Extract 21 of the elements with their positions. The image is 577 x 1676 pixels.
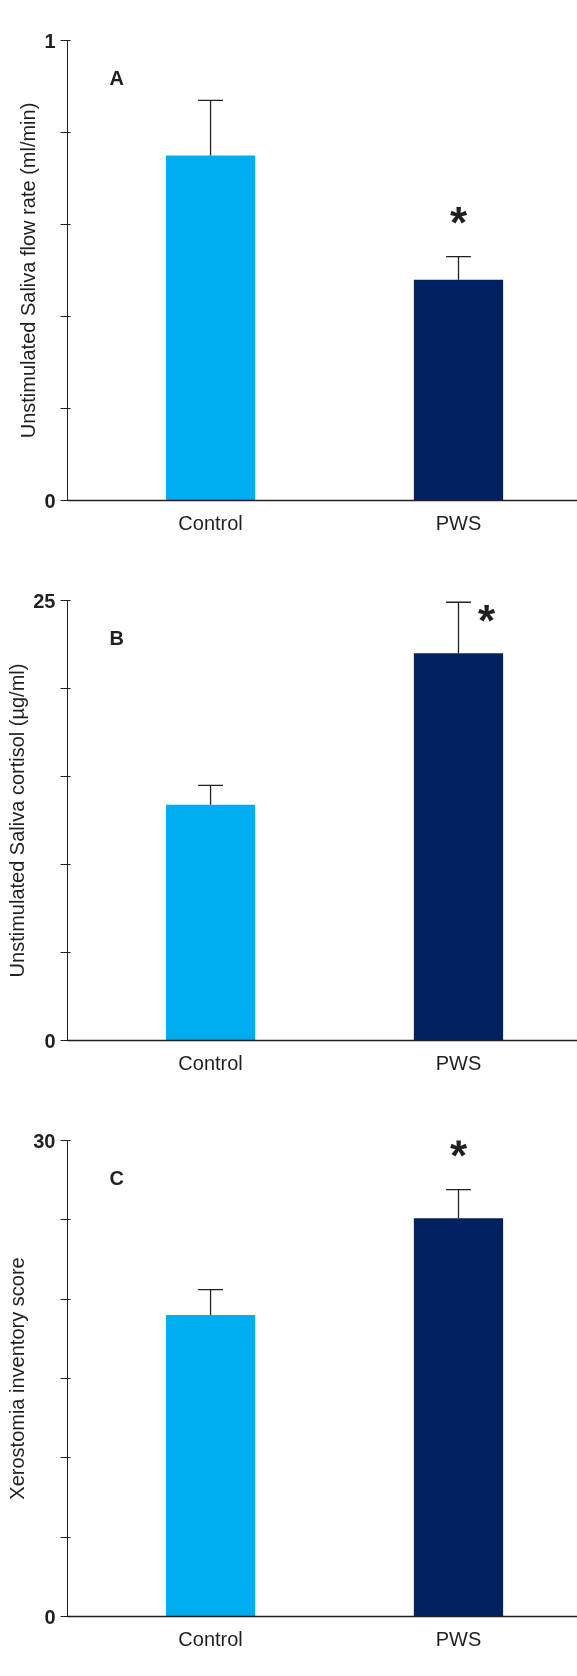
y-tick-label: 0 — [44, 1029, 56, 1052]
annotation: * — [449, 1131, 468, 1181]
x-tick-label: PWS — [435, 511, 482, 534]
y-axis-title: Unstimulated Saliva cortisol (µg/ml) — [6, 663, 29, 978]
x-tick-label: PWS — [435, 1627, 482, 1650]
annotation: * — [449, 198, 468, 248]
x-tick-label: PWS — [435, 1051, 482, 1074]
text: B — [109, 626, 124, 649]
x-tick-label: Control — [178, 1051, 243, 1074]
x-tick-label: Control — [178, 1627, 243, 1650]
text: A — [109, 66, 124, 89]
y-axis-title: Unstimulated Saliva flow rate (ml/min) — [17, 102, 40, 439]
annotation: * — [477, 595, 496, 645]
text: C — [109, 1166, 124, 1189]
y-axis-title: Xerostomia inventory score — [6, 1257, 29, 1500]
x-tick-label: Control — [178, 511, 243, 534]
y-tick-label: 30 — [33, 1129, 56, 1152]
y-tick-label: 0 — [44, 1605, 56, 1628]
y-tick-label: 1 — [44, 29, 56, 52]
y-tick-label: 0 — [44, 489, 56, 512]
y-tick-label: 25 — [33, 589, 56, 612]
